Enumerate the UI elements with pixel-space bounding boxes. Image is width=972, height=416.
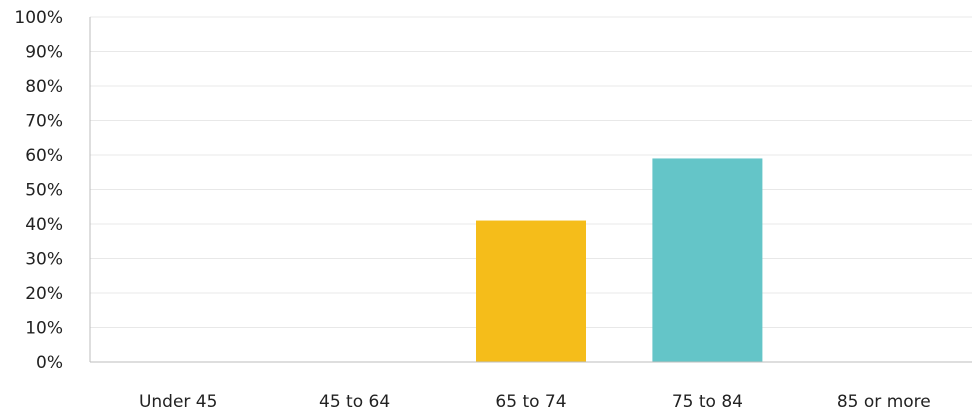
y-tick-label: 20% — [25, 284, 63, 304]
y-tick-label: 100% — [14, 8, 63, 28]
x-axis-ticks: Under 45 45 to 64 65 to 74 75 to 84 85 or mo… — [139, 392, 931, 412]
y-axis-ticks: 0% 10% 20% 30% 40% 50% 60% 70% 80% 90% 100% — [14, 8, 63, 373]
y-tick-label: 10% — [25, 319, 63, 339]
bar-3 — [476, 221, 586, 362]
y-tick-label: 0% — [36, 353, 63, 373]
x-tick-label: 65 to 74 — [495, 392, 566, 412]
y-tick-label: 90% — [25, 43, 63, 63]
y-tick-label: 50% — [25, 181, 63, 201]
x-tick-label: 75 to 84 — [672, 392, 743, 412]
bars — [476, 158, 762, 362]
y-tick-label: 30% — [25, 250, 63, 270]
bar-4 — [652, 158, 762, 362]
y-tick-label: 60% — [25, 146, 63, 166]
y-tick-label: 80% — [25, 77, 63, 97]
x-tick-label: 45 to 64 — [319, 392, 390, 412]
y-tick-label: 70% — [25, 112, 63, 132]
y-tick-label: 40% — [25, 215, 63, 235]
x-tick-label: Under 45 — [139, 392, 218, 412]
x-tick-label: 85 or more — [837, 392, 931, 412]
